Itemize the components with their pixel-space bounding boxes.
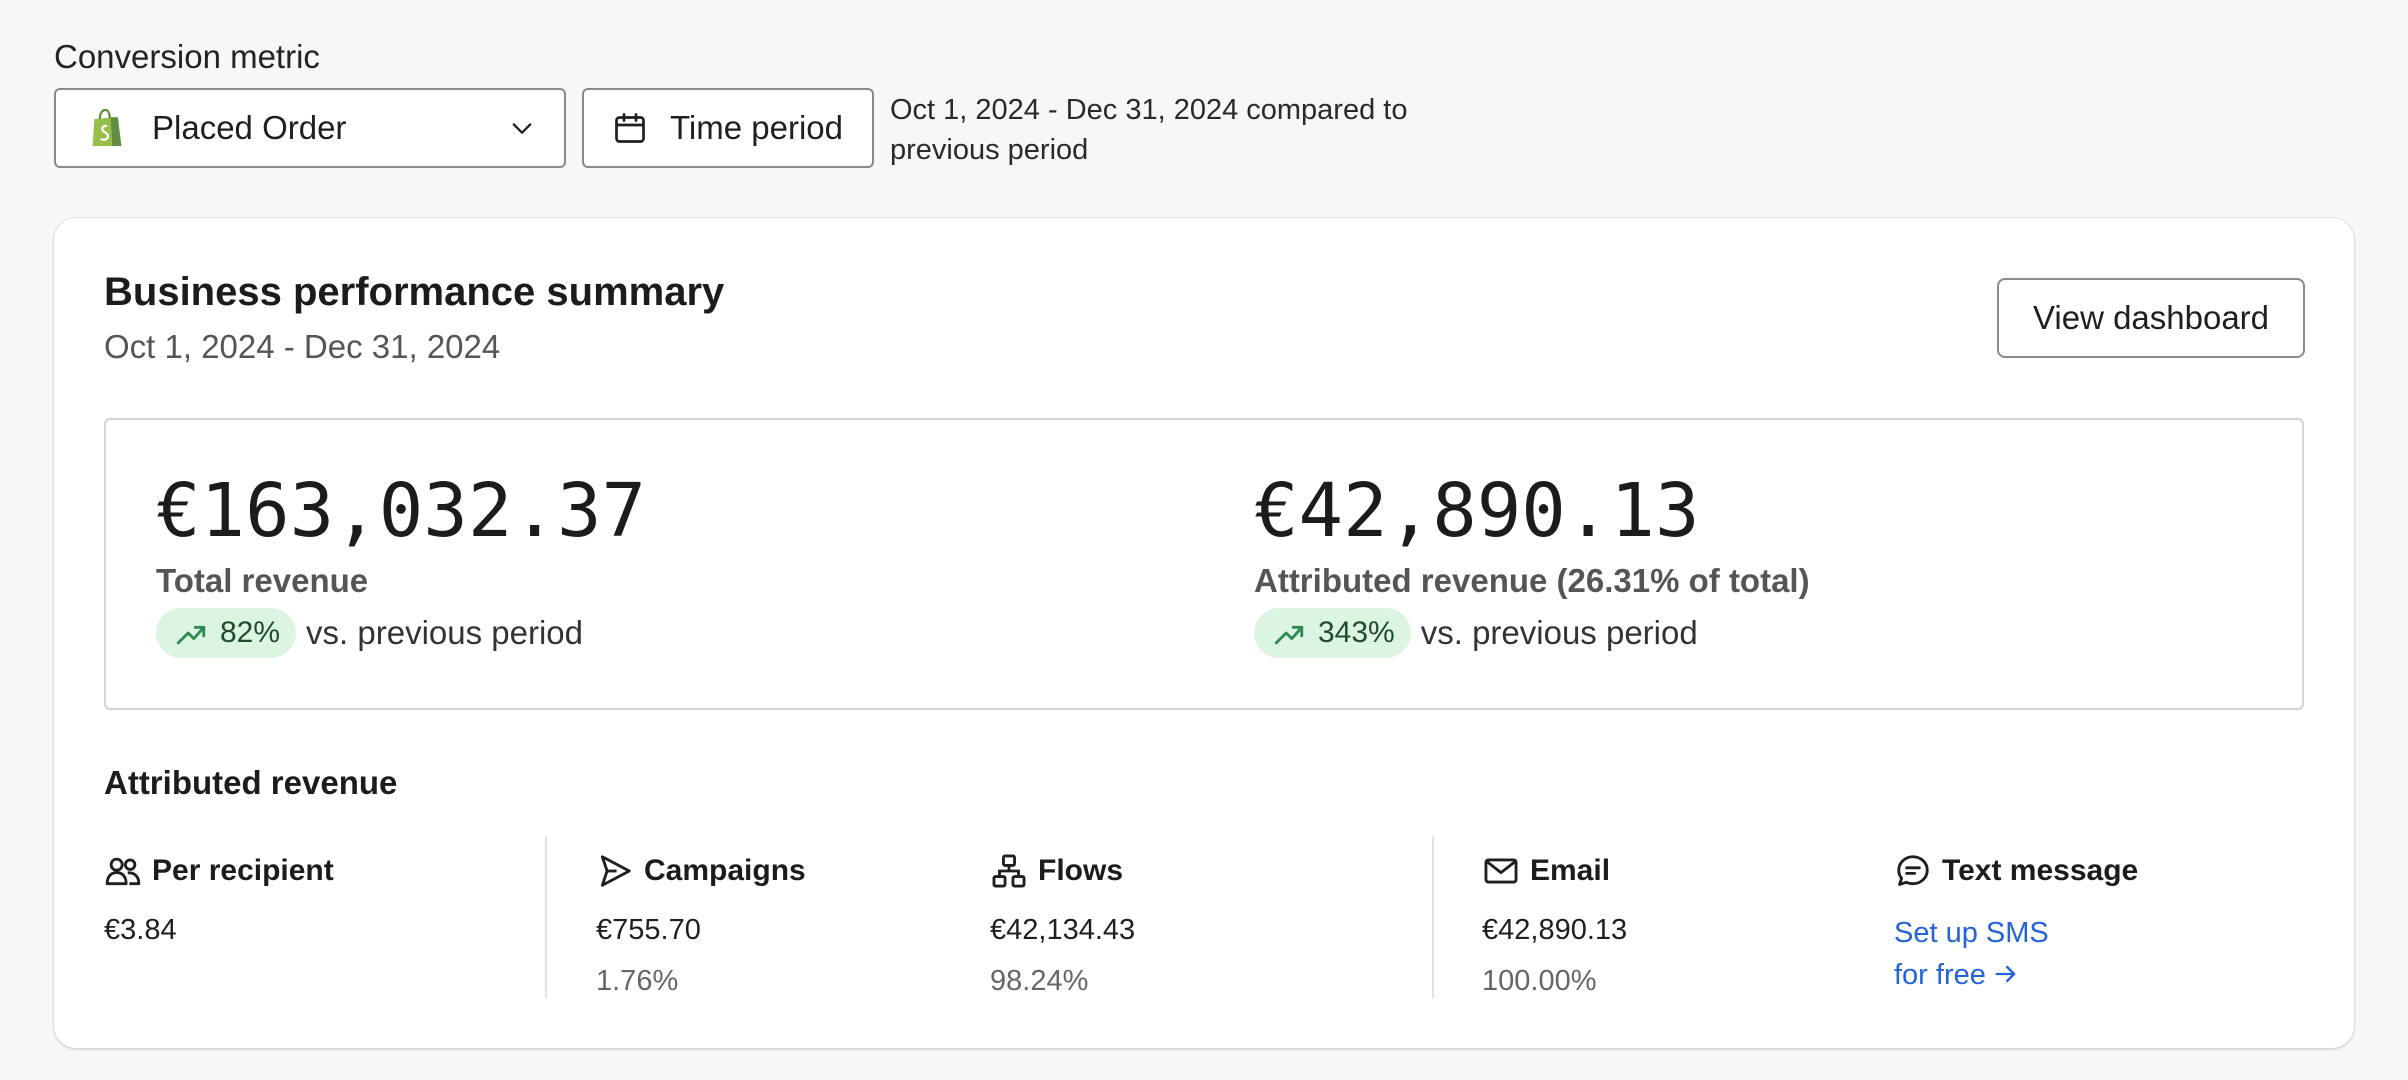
trend-up-icon [1274, 625, 1304, 645]
calendar-icon [612, 110, 648, 146]
per-recipient-column: Per recipient €3.84 [104, 852, 334, 947]
card-title: Business performance summary [104, 270, 725, 314]
total-revenue-change-text: vs. previous period [306, 614, 584, 651]
email-value: €42,890.13 [1482, 914, 1628, 946]
send-icon [600, 855, 631, 887]
email-column: Email €42,890.13 100.00% [1482, 852, 1627, 998]
time-period-label: Time period [670, 109, 844, 146]
time-period-button[interactable]: Time period [582, 88, 874, 168]
flows-label: Flows [1038, 854, 1124, 887]
attributed-revenue-change-text: vs. previous period [1420, 614, 1698, 651]
card-date-range: Oct 1, 2024 - Dec 31, 2024 [104, 328, 501, 365]
campaigns-value: €755.70 [596, 914, 701, 946]
per-recipient-label: Per recipient [152, 854, 334, 887]
attributed-revenue-label: Attributed revenue (26.31% of total) [1254, 562, 1810, 599]
total-revenue-change: 82% [220, 616, 281, 649]
arrow-right-icon [1995, 965, 2016, 983]
revenue-metrics-box: €163,032.37 Total revenue 82% vs. previo… [104, 418, 2304, 710]
setup-sms-link-line1: Set up SMS [1894, 917, 2049, 949]
flows-percent: 98.24% [990, 965, 1089, 997]
conversion-metric-label: Conversion metric [54, 38, 320, 75]
view-dashboard-button[interactable]: View dashboard [1997, 278, 2305, 358]
shopify-bag-icon [86, 107, 128, 149]
flows-value: €42,134.43 [990, 914, 1136, 946]
flows-column: Flows €42,134.43 98.24% [990, 852, 1135, 998]
total-revenue-metric: €163,032.37 Total revenue 82% vs. previo… [156, 466, 646, 658]
email-percent: 100.00% [1482, 965, 1597, 997]
total-revenue-trend-badge: 82% [156, 608, 297, 658]
attributed-revenue-change: 343% [1318, 616, 1395, 649]
attributed-revenue-heading: Attributed revenue [104, 764, 398, 801]
chat-icon [1897, 855, 1929, 886]
campaigns-column: Campaigns €755.70 1.76% [596, 852, 806, 998]
email-label: Email [1530, 854, 1611, 887]
text-message-label: Text message [1942, 854, 2139, 887]
users-icon [105, 857, 141, 886]
per-recipient-value: €3.84 [104, 914, 177, 946]
conversion-metric-select[interactable]: Placed Order [54, 88, 566, 168]
conversion-metric-value: Placed Order [152, 109, 347, 146]
period-comparison-text: Oct 1, 2024 - Dec 31, 2024 compared to p… [890, 94, 1408, 166]
flows-icon [992, 854, 1026, 888]
mail-icon [1484, 858, 1518, 884]
campaigns-label: Campaigns [644, 854, 806, 887]
campaigns-percent: 1.76% [596, 965, 679, 997]
text-message-column: Text message Set up SMS for free [1894, 852, 2138, 996]
total-revenue-value: €163,032.37 [156, 468, 647, 554]
setup-sms-link[interactable]: Set up SMS for free [1894, 912, 2138, 996]
column-divider [1432, 836, 1434, 998]
setup-sms-link-line2: for free [1894, 959, 1986, 991]
column-divider [545, 836, 547, 998]
trend-up-icon [176, 625, 206, 645]
attributed-revenue-trend-badge: 343% [1254, 608, 1411, 658]
business-performance-card: Business performance summary Oct 1, 2024… [54, 218, 2354, 1048]
chevron-down-icon [508, 114, 536, 142]
attributed-revenue-metric: €42,890.13 Attributed revenue (26.31% of… [1254, 466, 1810, 658]
attributed-revenue-value: €42,890.13 [1254, 468, 1700, 554]
total-revenue-label: Total revenue [156, 562, 369, 599]
